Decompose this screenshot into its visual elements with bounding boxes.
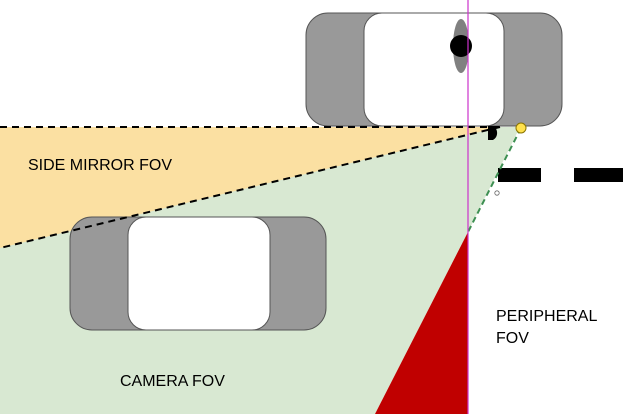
driver-head: [450, 35, 472, 57]
ego-car-cabin: [363, 12, 505, 127]
lane-marking-dash: [498, 168, 541, 182]
side-mirror-fov-edge-lower: [0, 126, 501, 249]
adjacent-car: [69, 216, 327, 331]
small-marker: [494, 190, 500, 196]
camera-fov-label: CAMERA FOV: [120, 373, 225, 390]
blind-spot-region: [375, 232, 468, 414]
peripheral-fov-label-line2: FOV: [496, 330, 529, 347]
ego-car: [305, 12, 563, 127]
side-mirror-fov-label: SIDE MIRROR FOV: [28, 157, 172, 174]
lane-marking-dash: [574, 168, 623, 182]
peripheral-fov-label-line1: PERIPHERAL: [496, 308, 597, 325]
side-mirror: [488, 126, 498, 140]
camera-point: [515, 122, 527, 134]
adjacent-car-cabin: [127, 216, 271, 331]
